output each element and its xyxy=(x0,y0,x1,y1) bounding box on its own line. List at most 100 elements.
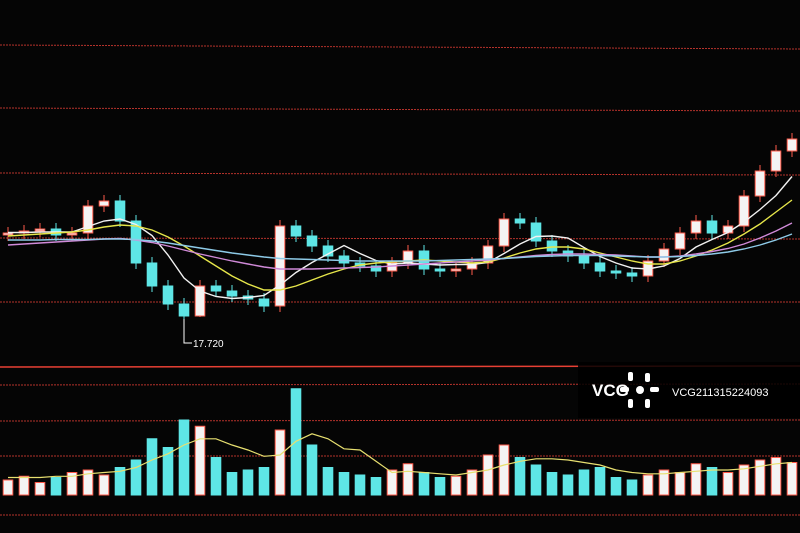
volume-bar xyxy=(306,444,318,496)
candle-body xyxy=(2,232,14,236)
watermark: VCG VCG211315224093 xyxy=(578,362,800,418)
volume-bar xyxy=(450,475,462,496)
candle-body xyxy=(514,218,526,224)
volume-bar xyxy=(466,469,478,496)
low-label: 17.720 xyxy=(193,339,224,350)
volume-bar xyxy=(210,457,222,496)
candle-body xyxy=(178,303,190,317)
volume-average-line xyxy=(8,433,793,479)
candle-body xyxy=(610,270,622,274)
candle-body xyxy=(98,200,110,207)
candle-body xyxy=(226,290,238,297)
volume-bar xyxy=(658,469,670,496)
volume-bar xyxy=(98,474,110,496)
candle-body xyxy=(706,220,718,234)
grid-line xyxy=(0,172,800,176)
candle-body xyxy=(754,170,766,197)
volume-bar xyxy=(130,459,142,496)
volume-bar xyxy=(690,463,702,496)
volume-bar xyxy=(194,425,206,496)
volume-bar xyxy=(386,469,398,496)
volume-bar xyxy=(338,472,350,496)
candle-body xyxy=(786,138,798,152)
candle-body xyxy=(162,285,174,305)
volume-bar xyxy=(722,472,734,496)
candle-body xyxy=(674,232,686,250)
volume-bar xyxy=(418,472,430,496)
volume-bar xyxy=(754,459,766,496)
volume-bar xyxy=(498,444,510,496)
volume-bar xyxy=(434,477,446,496)
candle-body xyxy=(738,195,750,227)
low-marker xyxy=(183,319,192,344)
candle-body xyxy=(690,220,702,234)
volume-bar xyxy=(162,447,174,496)
volume-bar xyxy=(274,429,286,496)
volume-bar xyxy=(242,469,254,496)
candle-body xyxy=(498,218,510,247)
candle-body xyxy=(210,285,222,292)
volume-bar xyxy=(674,472,686,496)
candle-body xyxy=(114,200,126,222)
watermark-id: VCG211315224093 xyxy=(672,387,768,399)
volume-bar xyxy=(322,467,334,496)
volume-bar xyxy=(82,469,94,496)
candle-body xyxy=(66,232,78,236)
volume-bar xyxy=(482,454,494,496)
candle-body xyxy=(658,248,670,262)
candle-body xyxy=(34,228,46,232)
grid-line xyxy=(0,107,800,112)
candle-body xyxy=(130,220,142,264)
candle-body xyxy=(370,265,382,272)
candle-body xyxy=(194,285,206,317)
volume-bar xyxy=(34,482,46,496)
volume-bar xyxy=(370,477,382,496)
volume-bar xyxy=(706,467,718,496)
volume-bar xyxy=(626,479,638,496)
volume-bar xyxy=(530,464,542,496)
volume-bar xyxy=(18,475,30,496)
candle-body xyxy=(770,150,782,172)
volume-bar xyxy=(66,472,78,496)
candle-body xyxy=(594,262,606,272)
watermark-logo: VCG xyxy=(592,381,629,400)
volume-bar xyxy=(594,467,606,496)
candle-body xyxy=(258,298,270,307)
candle-body xyxy=(338,255,350,264)
volume-bar xyxy=(146,438,158,496)
watermark-box xyxy=(578,362,800,418)
volume-bar xyxy=(258,467,270,496)
candle-body xyxy=(546,240,558,252)
candle-body xyxy=(434,268,446,272)
volume-bar xyxy=(770,457,782,496)
candle-body xyxy=(82,205,94,234)
volume-bar xyxy=(642,474,654,496)
candle-body xyxy=(290,225,302,237)
candle-body xyxy=(146,262,158,287)
volume-bar xyxy=(114,467,126,496)
watermark-icon xyxy=(620,372,659,408)
candle-body xyxy=(626,272,638,277)
volume-bar xyxy=(610,477,622,496)
volume-bar xyxy=(354,474,366,496)
volume-bar xyxy=(546,472,558,496)
volume-bar xyxy=(514,457,526,496)
candle-body xyxy=(306,235,318,247)
volume-bar xyxy=(786,462,798,496)
candle-body xyxy=(530,222,542,242)
volume-bar xyxy=(562,474,574,496)
volume-bar xyxy=(578,469,590,496)
candle-body xyxy=(450,268,462,272)
volume-bar xyxy=(2,479,14,496)
volume-bar xyxy=(226,472,238,496)
volume-bar xyxy=(178,419,190,496)
grid-line xyxy=(0,419,800,422)
volume-bar xyxy=(402,463,414,496)
grid-line xyxy=(0,44,800,50)
moving-average-line xyxy=(8,233,793,262)
candle-body xyxy=(274,225,286,307)
volume-bar xyxy=(738,464,750,496)
